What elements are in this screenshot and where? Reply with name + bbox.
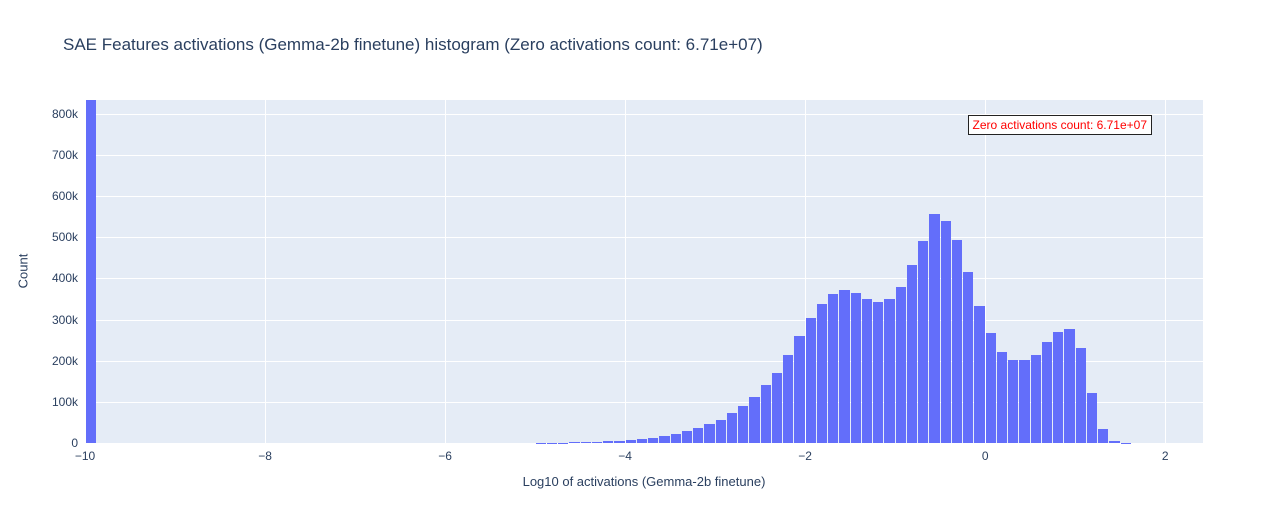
histogram-bar[interactable] — [771, 372, 783, 443]
histogram-bar[interactable] — [940, 220, 951, 443]
histogram-bar[interactable] — [546, 442, 558, 443]
y-tick-label: 200k — [51, 353, 78, 368]
histogram-bar[interactable] — [794, 336, 805, 443]
histogram-bar[interactable] — [704, 424, 715, 443]
histogram-bar[interactable] — [670, 433, 681, 443]
histogram-bar[interactable] — [569, 442, 580, 443]
histogram-bar[interactable] — [996, 351, 1008, 443]
histogram-bar[interactable] — [1041, 341, 1053, 443]
y-tick-label: 600k — [51, 189, 78, 204]
histogram-bar[interactable] — [1098, 429, 1109, 443]
y-tick-label: 0 — [71, 436, 78, 450]
histogram-bar[interactable] — [805, 317, 816, 443]
x-tick-label: 2 — [1161, 449, 1169, 463]
y-gridline — [85, 113, 1203, 115]
histogram-bar[interactable] — [659, 436, 670, 443]
y-gridline — [85, 196, 1203, 198]
y-tick-label: 400k — [51, 271, 78, 286]
histogram-bar[interactable] — [1064, 329, 1075, 443]
histogram-bar[interactable] — [985, 333, 996, 443]
zero-count-annotation: Zero activations count: 6.71e+07 — [967, 115, 1152, 135]
histogram-bar[interactable] — [963, 272, 974, 443]
y-tick-label: 500k — [51, 230, 78, 245]
x-gridline — [1165, 100, 1167, 443]
histogram-bar[interactable] — [726, 412, 738, 443]
y-gridline — [85, 155, 1203, 157]
histogram-bar[interactable] — [614, 440, 625, 443]
histogram-bar[interactable] — [1109, 440, 1120, 443]
y-tick-label: 700k — [51, 148, 78, 163]
histogram-bar[interactable] — [749, 397, 760, 443]
histogram-bar[interactable] — [884, 299, 895, 443]
histogram-bar[interactable] — [1120, 442, 1131, 443]
histogram-bar[interactable] — [839, 290, 850, 443]
histogram-bar[interactable] — [591, 441, 603, 443]
histogram-bar[interactable] — [828, 293, 839, 443]
x-axis-title: Log10 of activations (Gemma-2b finetune) — [522, 474, 766, 489]
histogram-bar[interactable] — [580, 441, 591, 443]
x-gridline — [625, 100, 627, 443]
histogram-bar[interactable] — [738, 405, 749, 443]
histogram-bar[interactable] — [929, 213, 940, 443]
x-gridline — [445, 100, 447, 443]
x-tick-label: −6 — [438, 449, 452, 463]
x-tick-label: 0 — [981, 449, 989, 463]
histogram-bar[interactable] — [760, 385, 771, 443]
histogram-bar[interactable] — [1075, 348, 1086, 443]
histogram-bar[interactable] — [1086, 392, 1098, 443]
histogram-bar[interactable] — [715, 419, 726, 443]
x-tick-label: −2 — [798, 449, 812, 463]
histogram-bar[interactable] — [1030, 355, 1041, 443]
y-gridline — [85, 237, 1203, 239]
plot-area[interactable] — [85, 100, 1203, 443]
histogram-bar[interactable] — [783, 354, 794, 443]
x-gridline — [265, 100, 267, 443]
y-tick-label: 100k — [51, 394, 78, 409]
histogram-bar[interactable] — [816, 304, 828, 443]
histogram-bar[interactable] — [636, 439, 648, 443]
histogram-bar[interactable] — [906, 264, 918, 443]
histogram-bar[interactable] — [873, 302, 884, 443]
histogram-bar[interactable] — [895, 286, 906, 443]
histogram-bar[interactable] — [85, 100, 96, 443]
x-gridline — [805, 100, 807, 443]
y-tick-label: 800k — [51, 106, 78, 121]
x-tick-label: −4 — [618, 449, 632, 463]
histogram-bar[interactable] — [951, 240, 963, 443]
y-gridline — [85, 360, 1203, 362]
x-tick-label: −10 — [74, 449, 96, 463]
histogram-bar[interactable] — [648, 437, 659, 443]
histogram-bar[interactable] — [850, 292, 861, 443]
chart-title: SAE Features activations (Gemma-2b finet… — [63, 35, 763, 54]
histogram-bar[interactable] — [1008, 359, 1019, 443]
x-tick-label: −8 — [258, 449, 272, 463]
histogram-bar[interactable] — [625, 439, 636, 443]
y-axis-title: Count — [15, 253, 31, 289]
histogram-bar[interactable] — [974, 305, 985, 443]
histogram-bar[interactable] — [1053, 331, 1064, 443]
histogram-bar[interactable] — [681, 431, 693, 443]
x-gridline — [985, 100, 987, 443]
histogram-bar[interactable] — [1019, 359, 1030, 443]
histogram-bar[interactable] — [535, 442, 546, 443]
histogram-bar[interactable] — [693, 428, 704, 443]
y-gridline — [85, 401, 1203, 403]
histogram-bar[interactable] — [558, 442, 569, 443]
histogram-bar[interactable] — [603, 441, 614, 443]
y-gridline — [85, 319, 1203, 321]
histogram-bar[interactable] — [861, 299, 873, 443]
histogram-bar[interactable] — [918, 241, 929, 443]
y-tick-label: 300k — [51, 312, 78, 327]
y-gridline — [85, 278, 1203, 280]
